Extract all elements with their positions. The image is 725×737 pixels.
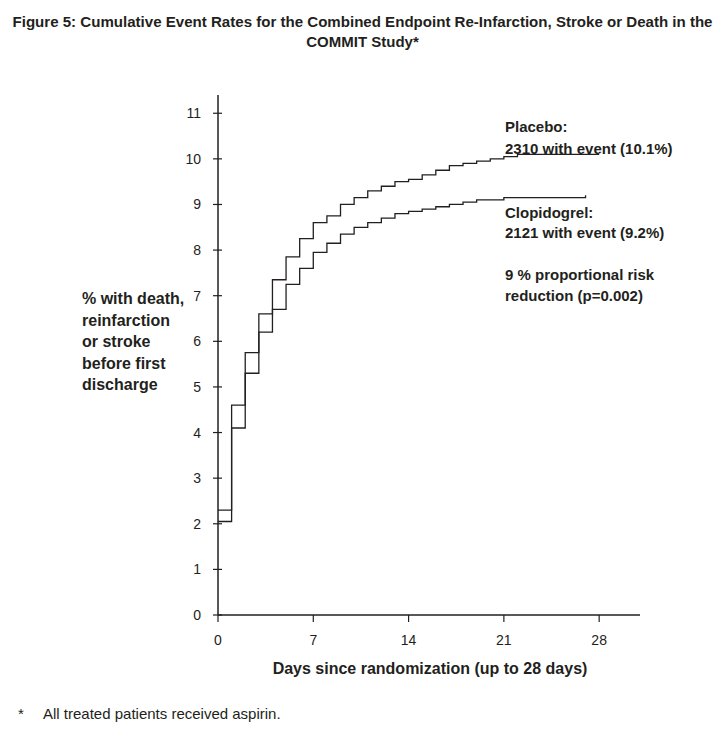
x-axis (218, 614, 640, 616)
y-tick (213, 523, 222, 524)
footnote: All treated patients received aspirin. (43, 705, 281, 722)
series-label: Placebo: (505, 118, 568, 135)
y-tick-label: 1 (193, 561, 201, 577)
x-tick-label: 14 (401, 632, 417, 648)
x-tick (313, 615, 314, 622)
y-tick (213, 432, 222, 433)
x-tick (217, 615, 218, 622)
y-tick-label: 8 (193, 242, 201, 258)
y-tick (213, 478, 222, 479)
y-tick-label: 7 (193, 288, 201, 304)
y-axis-label: reinfarction (82, 312, 170, 329)
y-axis-label: % with death, (82, 290, 184, 307)
title: Figure 5: Cumulative Event Rates for the… (13, 13, 713, 30)
y-tick-label: 0 (193, 607, 201, 623)
y-tick-label: 11 (186, 105, 201, 121)
y-tick (213, 341, 222, 342)
series-line (218, 154, 599, 510)
annotation: 2121 with event (9.2%) (505, 224, 664, 241)
x-axis-label: Days since randomization (up to 28 days) (273, 660, 588, 677)
annotation: 9 % proportional risk (505, 266, 655, 283)
footnote-marker: * (18, 705, 24, 722)
y-tick-label: 5 (193, 379, 201, 395)
y-tick (213, 113, 222, 114)
x-tick (503, 615, 504, 622)
y-tick (213, 249, 222, 250)
y-tick-label: 3 (193, 470, 201, 486)
x-tick (599, 615, 600, 622)
y-tick (213, 386, 222, 387)
x-tick-label: 28 (591, 632, 607, 648)
y-tick-label: 9 (193, 196, 201, 212)
series-label: Clopidogrel: (505, 204, 593, 221)
y-tick (213, 569, 222, 570)
y-axis-label: discharge (82, 376, 158, 393)
annotation: 2310 with event (10.1%) (505, 140, 673, 157)
y-tick (213, 158, 222, 159)
x-tick-label: 21 (496, 632, 512, 648)
x-tick-label: 7 (309, 632, 317, 648)
x-tick (408, 615, 409, 622)
y-axis (217, 95, 219, 615)
y-tick-label: 4 (193, 425, 201, 441)
plot-area (218, 154, 599, 521)
annotation: reduction (p=0.002) (505, 287, 643, 304)
series-line (218, 195, 586, 521)
y-tick-label: 6 (193, 333, 201, 349)
y-tick (213, 204, 222, 205)
y-tick-label: 2 (193, 516, 201, 532)
x-tick-label: 0 (214, 632, 222, 648)
y-tick-label: 10 (185, 151, 201, 167)
y-axis-label: or stroke (82, 333, 151, 350)
y-axis-label: before first (82, 355, 166, 372)
chart: Figure 5: Cumulative Event Rates for the… (0, 0, 725, 737)
y-tick (213, 295, 222, 296)
title: COMMIT Study* (306, 33, 419, 50)
